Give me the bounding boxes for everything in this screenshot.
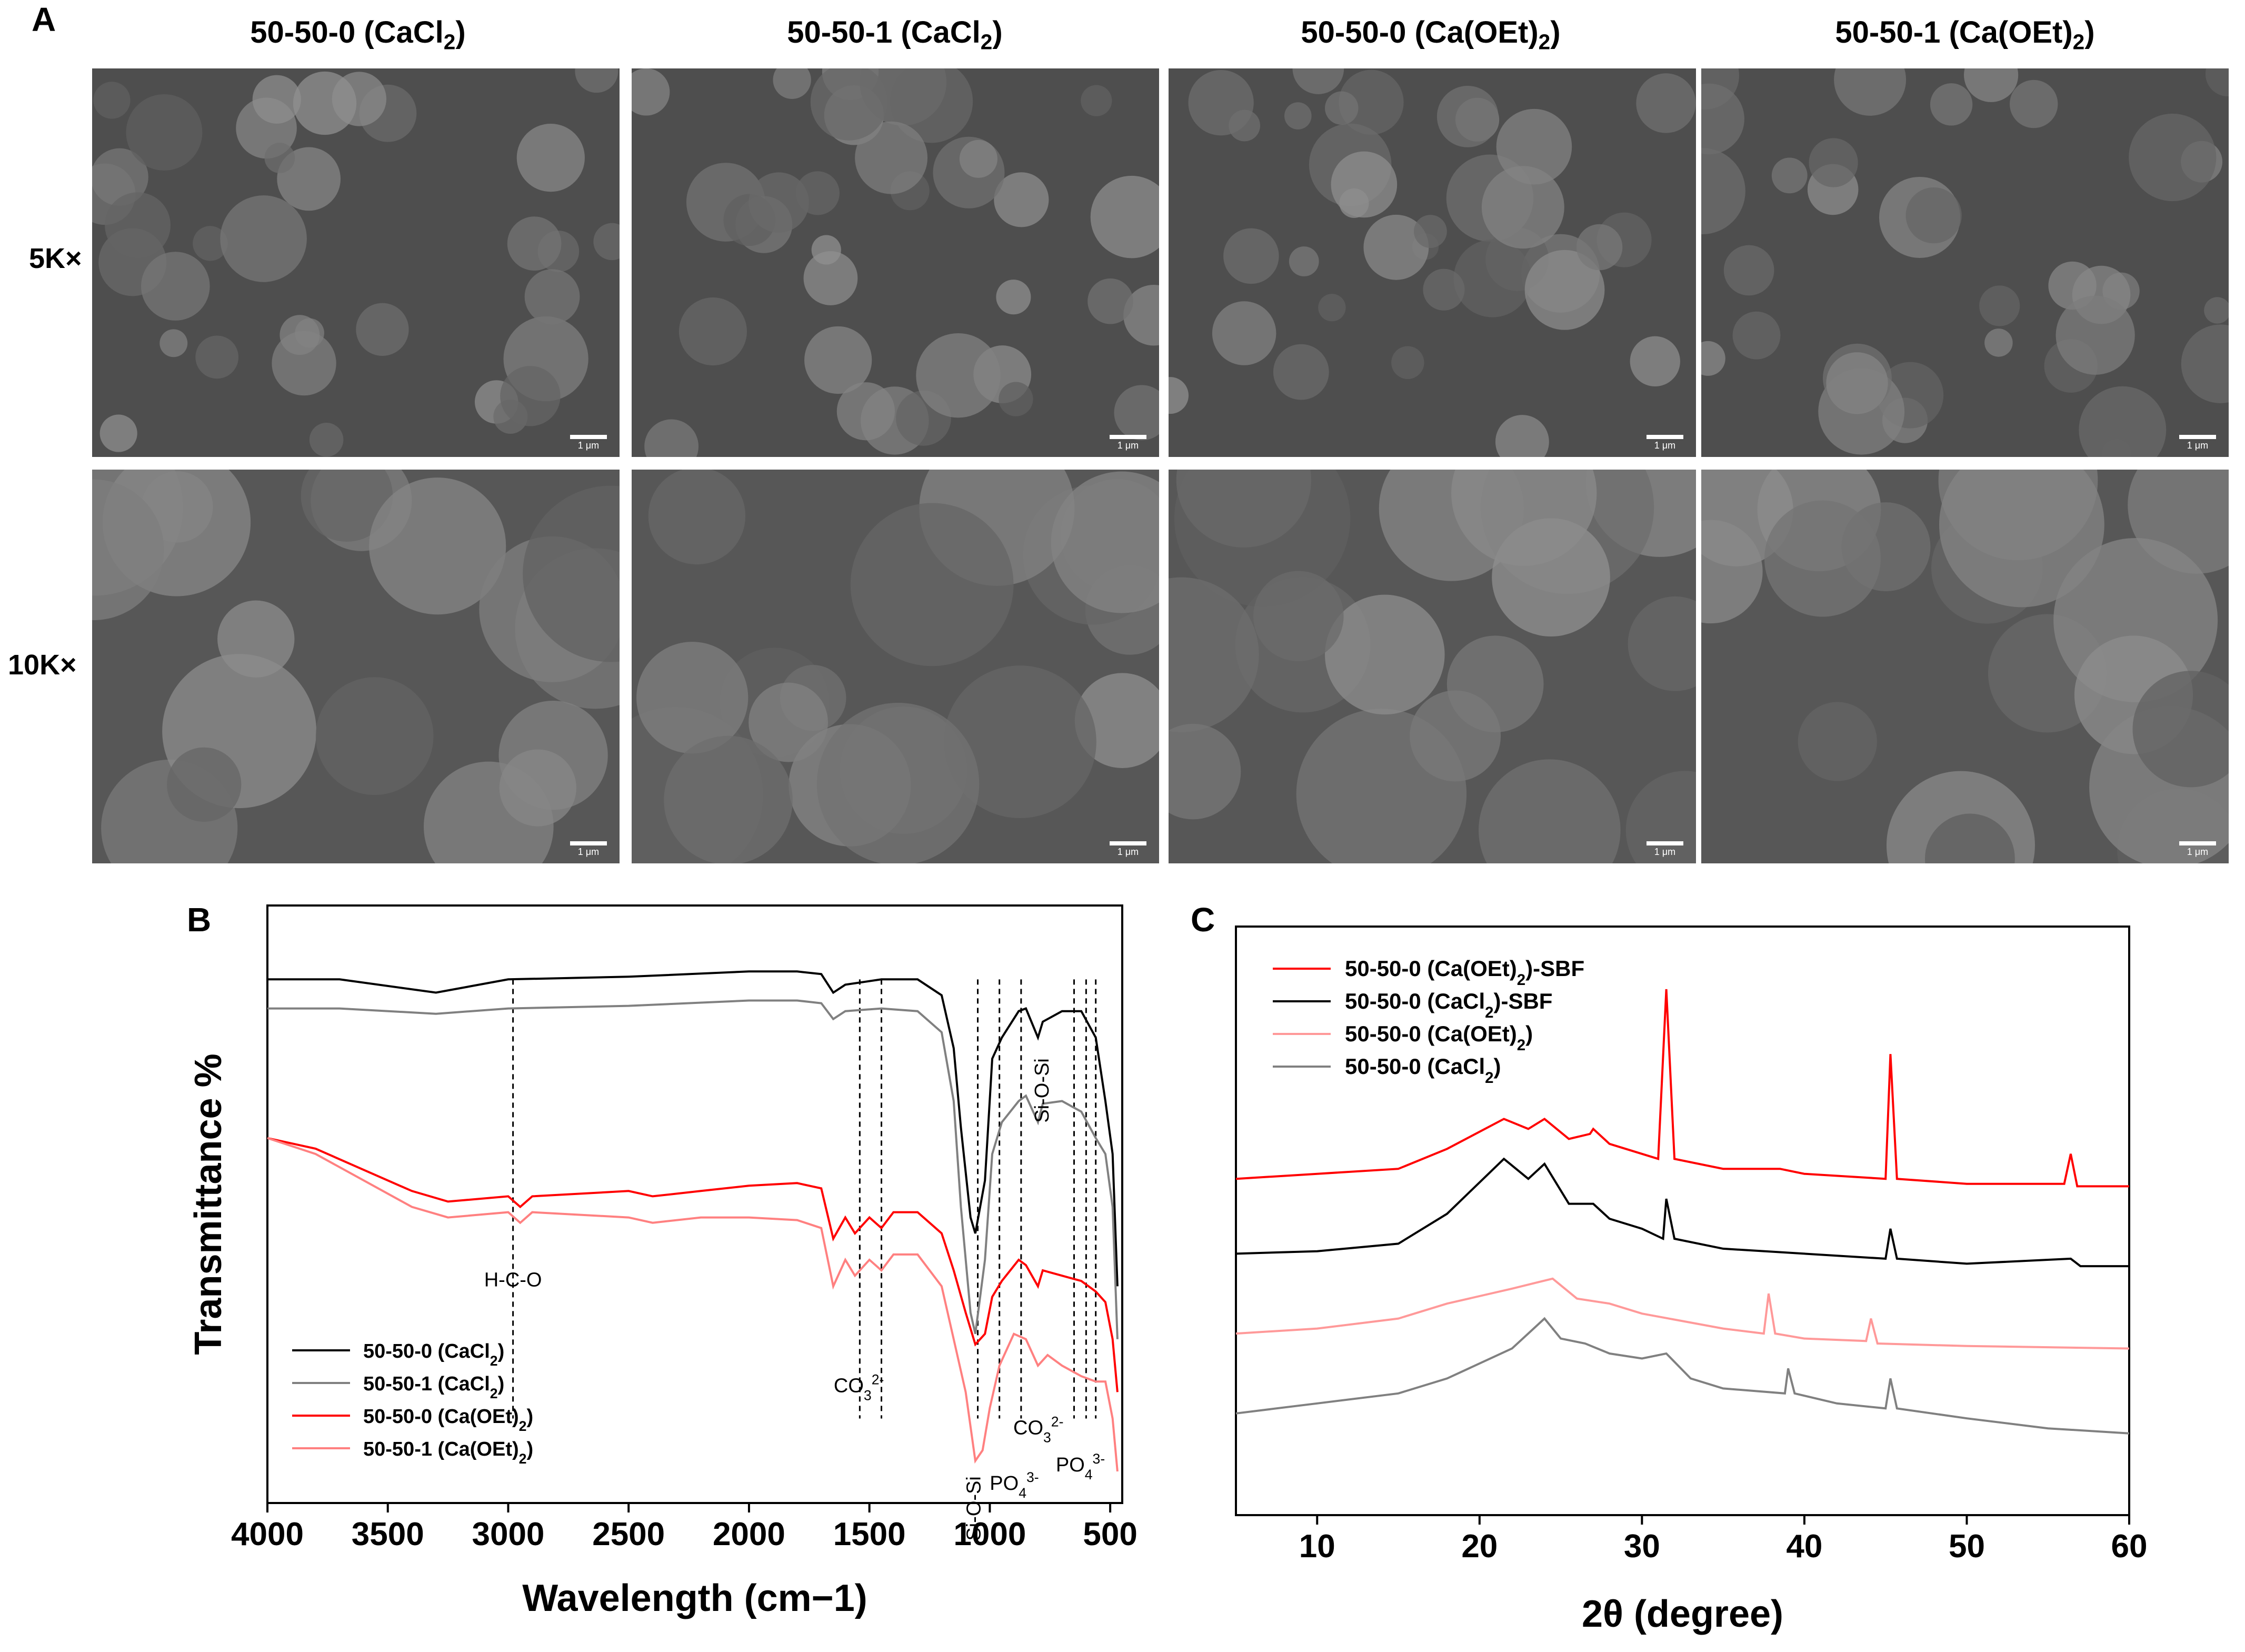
xrd-x-tick-label-40: 40 [1786,1528,1822,1565]
xrd-x-axis-label: 2θ (degree) [1582,1593,1783,1635]
col-title-1: 50-50-0 (CaCl2) [250,15,466,54]
ftir-x-tick-label-1000: 1000 [953,1516,1026,1553]
scale-bar: 1 μm [1104,841,1152,857]
ftir-annotation-2: CO32- [834,1371,884,1403]
ftir-x-tick-label-500: 500 [1083,1516,1137,1553]
sem-image-r1-c1: 1 μm [92,68,620,457]
xrd-x-tick-label-30: 30 [1624,1528,1660,1565]
panel-c-letter: C [1191,901,1215,939]
ftir-annotation-1: H-C-O [484,1269,542,1291]
col-title-4: 50-50-1 (Ca(OEt)2) [1835,15,2095,54]
ftir-x-tick-label-2500: 2500 [592,1516,665,1553]
ftir-legend-label-4: 50-50-1 (Ca(OEt)2) [363,1438,533,1467]
xrd-legend-label-3: 50-50-0 (Ca(OEt)2) [1345,1021,1533,1054]
ftir-y-axis-label: Transmittance % [187,1053,230,1355]
ftir-annotation-5: Si-O-Si [963,1476,985,1540]
ftir-x-tick-label-1500: 1500 [833,1516,906,1553]
ftir-series-line-2 [267,999,1119,1339]
scale-bar: 1 μm [2174,435,2221,451]
sem-image-r1-c2: 1 μm [632,68,1159,457]
sem-image-r2-c1: 1 μm [92,470,620,863]
xrd-plot-frame [1235,925,2130,1516]
ftir-series-line-3 [267,1137,1119,1392]
row-label-10k: 10K× [8,649,77,681]
ftir-annotation-7: PO43- [1056,1451,1105,1482]
scale-bar: 1 μm [565,841,612,857]
ftir-annotation-6: PO43- [990,1469,1039,1501]
ftir-annotation-3: Si-O-Si [1031,1058,1053,1122]
ftir-x-tick-label-2000: 2000 [713,1516,785,1553]
col-title-3: 50-50-0 (Ca(OEt)2) [1301,15,1561,54]
xrd-x-tick-label-50: 50 [1949,1528,1985,1565]
ftir-legend-label-2: 50-50-1 (CaCl2) [363,1373,504,1401]
panel-a-letter: A [32,1,56,38]
xrd-legend-label-1: 50-50-0 (Ca(OEt)2)-SBF [1345,956,1584,989]
sem-image-r2-c2: 1 μm [632,470,1159,863]
panel-b-letter: B [187,901,212,939]
ftir-legend-label-1: 50-50-0 (CaCl2) [363,1340,504,1369]
ftir-x-tick-label-3000: 3000 [472,1516,544,1553]
xrd-x-tick-label-20: 20 [1461,1528,1498,1565]
scale-bar: 1 μm [2174,841,2221,857]
xrd-legend-label-4: 50-50-0 (CaCl2) [1345,1054,1501,1087]
xrd-series-line-1 [1235,989,2129,1188]
ftir-x-axis-label: Wavelength (cm−1) [522,1577,867,1619]
scale-bar: 1 μm [1641,435,1689,451]
sem-image-r1-c4: 1 μm [1701,68,2229,457]
xrd-x-tick-label-10: 10 [1299,1528,1335,1565]
xrd-series-line-4 [1235,1317,2130,1435]
col-title-2: 50-50-1 (CaCl2) [787,15,1003,54]
row-label-5k: 5K× [29,243,82,274]
xrd-legend-label-2: 50-50-0 (CaCl2)-SBF [1345,989,1552,1021]
scale-bar: 1 μm [1641,841,1689,857]
sem-image-r2-c4: 1 μm [1701,470,2229,863]
ftir-x-tick-label-4000: 4000 [231,1516,304,1553]
ftir-legend-label-3: 50-50-0 (Ca(OEt)2) [363,1406,533,1434]
sem-image-r2-c3: 1 μm [1169,470,1696,863]
ftir-series-line-4 [267,1137,1119,1472]
xrd-series-line-3 [1235,1277,2130,1350]
scale-bar: 1 μm [565,435,612,451]
ftir-series-line-1 [267,970,1119,1287]
ftir-annotation-4: CO32- [1013,1414,1063,1446]
sem-image-r1-c3: 1 μm [1169,68,1696,457]
xrd-x-tick-label-60: 60 [2111,1528,2148,1565]
xrd-series-line-2 [1235,1157,2129,1268]
ftir-x-tick-label-3500: 3500 [352,1516,424,1553]
ftir-plot-frame [266,904,1123,1504]
scale-bar: 1 μm [1104,435,1152,451]
